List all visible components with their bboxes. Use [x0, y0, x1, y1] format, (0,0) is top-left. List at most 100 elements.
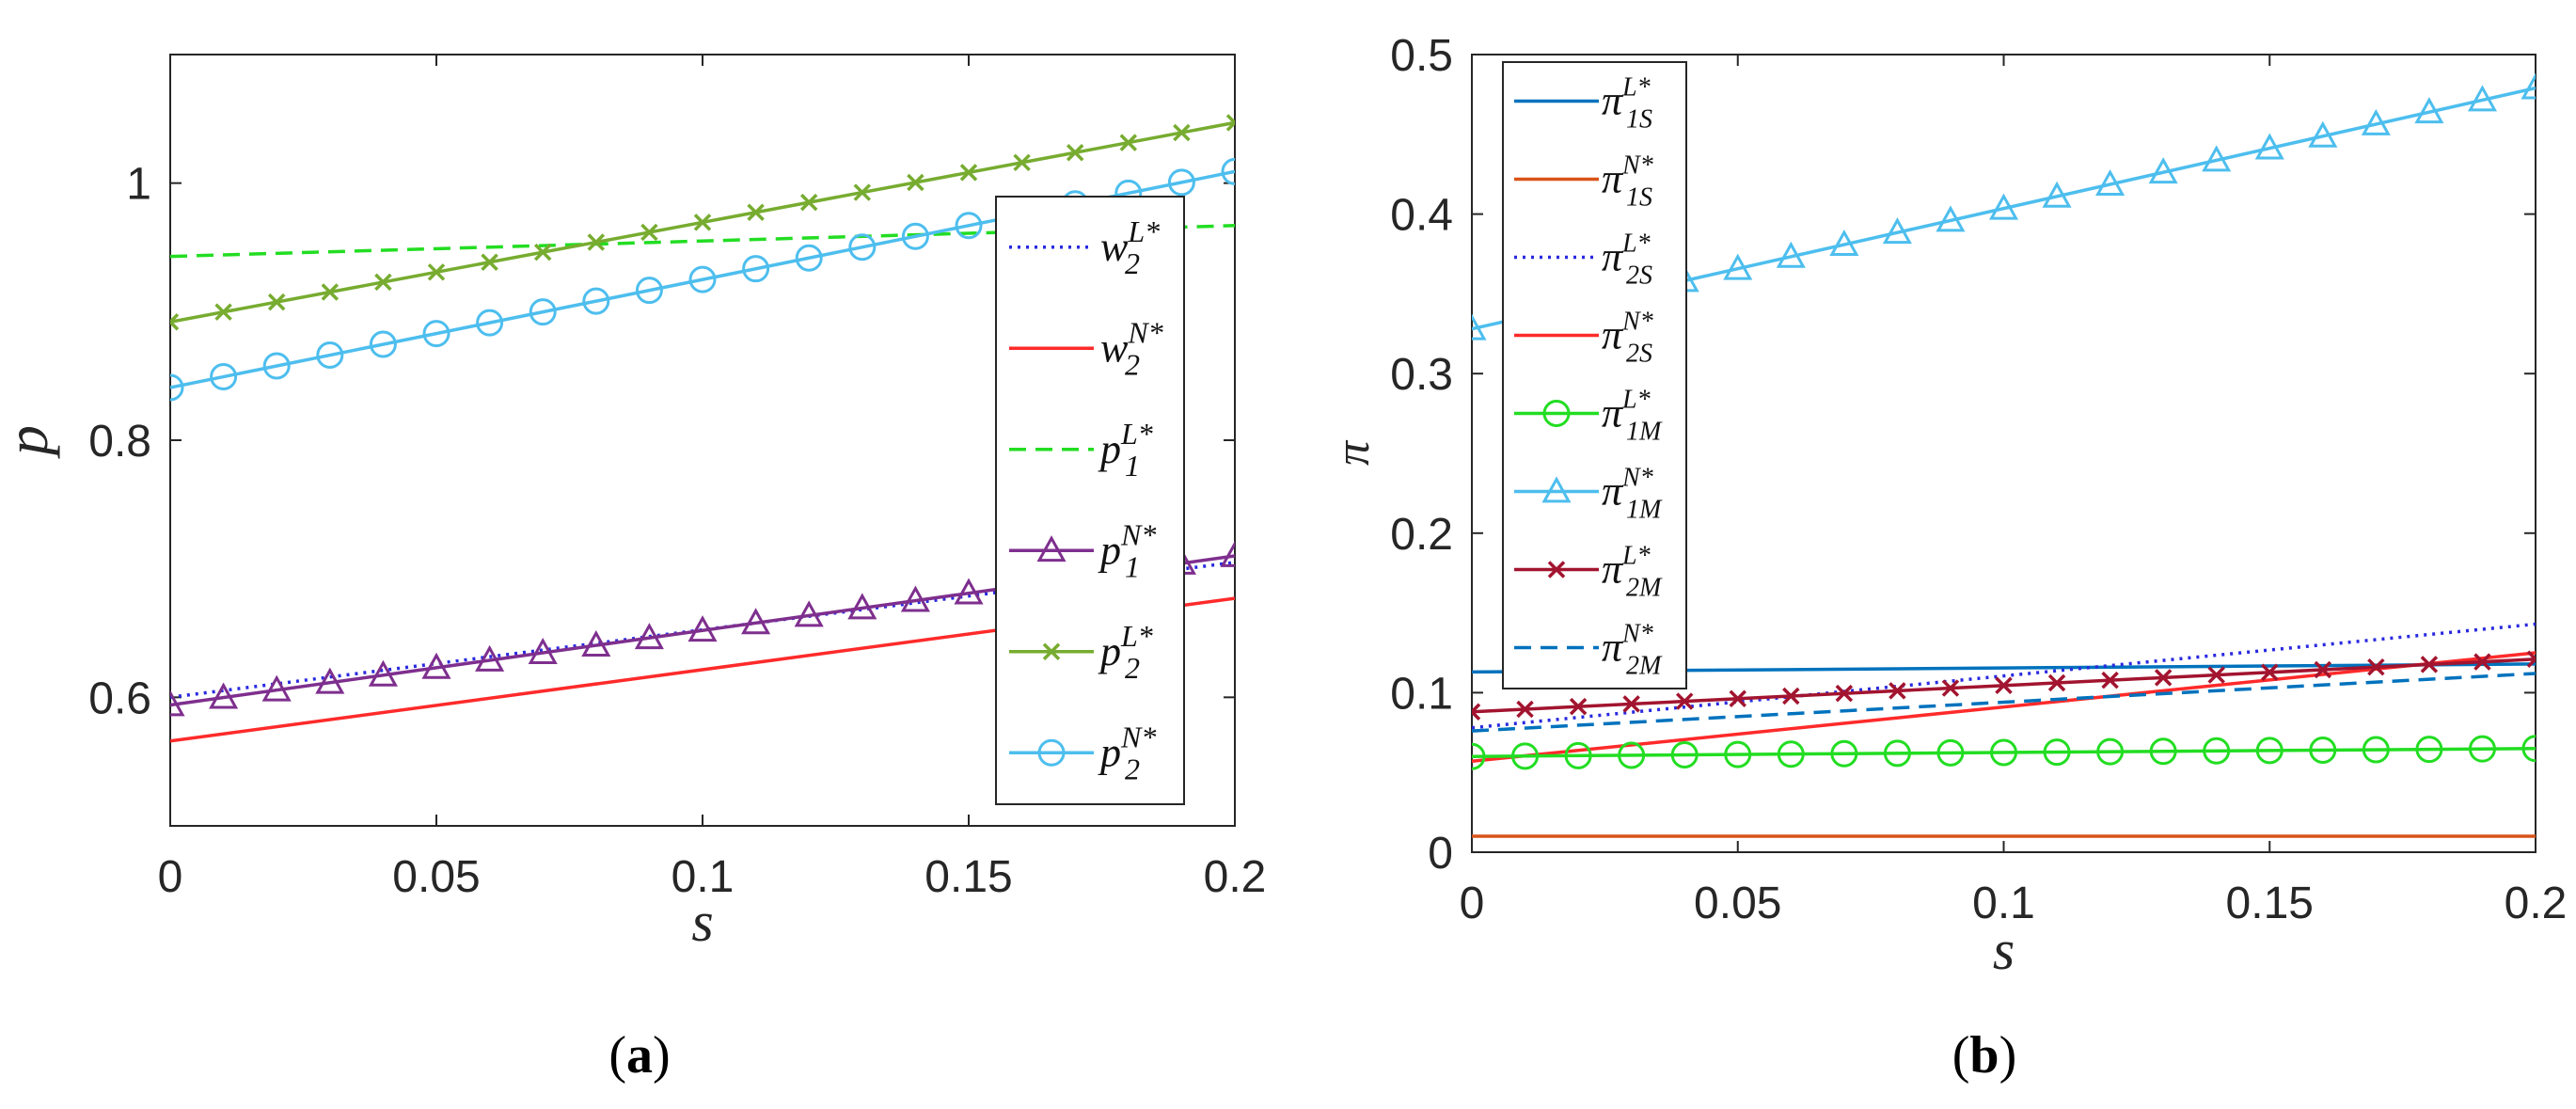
- legend-item-π2ML*: πL* 2M: [1514, 542, 1663, 603]
- marker-π1ML*: [1830, 739, 1858, 768]
- marker-π1MN*: [1472, 313, 1487, 341]
- marker-p2N*: [688, 265, 717, 293]
- marker-π2ML*: [2526, 650, 2536, 669]
- legend-item-w2N*: wN* 2: [1009, 315, 1163, 381]
- marker-p2L*: [481, 253, 498, 271]
- y-tick-label: 0.2: [1390, 510, 1453, 560]
- marker-p1N*: [170, 689, 185, 717]
- marker-π1ML*: [1936, 738, 1965, 767]
- legend-item-π1ML*: πL* 1M: [1514, 386, 1663, 447]
- x-tick-label: 0.05: [1694, 879, 1781, 928]
- x-tick-label: 0.1: [672, 852, 735, 902]
- marker-π1ML*: [1777, 740, 1805, 768]
- y-tick-label: 0.8: [88, 417, 151, 467]
- marker-π1ML*: [2096, 737, 2125, 766]
- marker-p2N*: [316, 341, 344, 370]
- marker-p2L*: [853, 183, 872, 201]
- x-tick-label: 0.1: [1972, 879, 2035, 928]
- marker-π2ML*: [1729, 689, 1746, 707]
- legend-label-p1N*: pN* 1: [1098, 517, 1156, 583]
- marker-π1ML*: [1883, 739, 1911, 768]
- marker-π2ML*: [1622, 695, 1640, 713]
- marker-p1N*: [954, 578, 984, 605]
- legend-box: [995, 196, 1185, 805]
- y-tick-label: 0: [1428, 829, 1453, 879]
- marker-π2ML*: [2261, 663, 2279, 682]
- chart-a: 0 0.05 0.1 0.15 0.2 0.6 0.8 1 s p wL* 2 wN* 2 pL* 1 pN* 1…: [0, 54, 1267, 1085]
- marker-p2L*: [321, 283, 340, 301]
- legend-label-π1ML*: πL* 1M: [1602, 386, 1663, 447]
- marker-p2L*: [1173, 123, 1191, 142]
- marker-p2N*: [262, 352, 291, 380]
- marker-π1MN*: [2467, 85, 2497, 112]
- marker-π1ML*: [2468, 735, 2496, 763]
- marker-p1N*: [368, 659, 398, 687]
- series-line-w2L*: [170, 561, 1235, 700]
- marker-π1MN*: [2042, 181, 2072, 208]
- legend-label-π2MN*: πN* 2M: [1602, 620, 1663, 681]
- x-tick-label: 0.2: [1204, 852, 1267, 902]
- marker-π2ML*: [1782, 687, 1800, 705]
- legend-label-p2N*: pN* 2: [1098, 720, 1156, 785]
- marker-π1ML*: [2203, 737, 2231, 765]
- y-tick-label: 0.4: [1390, 191, 1453, 241]
- x-tick-label: 0.2: [2505, 879, 2568, 928]
- marker-p2L*: [267, 293, 286, 311]
- marker-π2ML*: [1889, 682, 1906, 700]
- legend-label-w2N*: wN* 2: [1100, 315, 1163, 381]
- y-tick-label: 0.1: [1390, 669, 1453, 719]
- marker-p2N*: [1167, 168, 1195, 197]
- marker-p1N*: [528, 637, 558, 664]
- marker-π2ML*: [1995, 676, 2013, 695]
- legend-item-p1L*: pL* 1: [1009, 417, 1153, 483]
- marker-p2N*: [210, 362, 238, 390]
- marker-π2ML*: [1569, 697, 1588, 716]
- legend-item-p2L*: pL* 2: [1009, 619, 1153, 685]
- chart-b: 0 0.05 0.1 0.15 0.2 0 0.1 0.2 0.3 0.4 0.5 s π πL* 1S πN…: [1326, 31, 2567, 1085]
- marker-p1N*: [741, 608, 771, 635]
- marker-π1MN*: [1776, 241, 1806, 268]
- legend: wL* 2 wN* 2 pL* 1 pN* 1 pL* 2 pN* 2: [995, 196, 1185, 805]
- marker-p2N*: [955, 212, 983, 240]
- marker-π2ML*: [2420, 656, 2439, 673]
- marker-π2ML*: [1835, 684, 1854, 703]
- marker-p2L*: [747, 203, 765, 221]
- marker-π1MN*: [2095, 168, 2126, 196]
- marker-p2N*: [742, 255, 770, 283]
- legend-label-π1SN*: πN* 1S: [1602, 151, 1653, 213]
- x-tick-label: 0.15: [925, 852, 1012, 902]
- marker-p2L*: [907, 173, 925, 192]
- marker-π2ML*: [2367, 657, 2385, 676]
- marker-p2N*: [422, 320, 450, 348]
- marker-p2L*: [587, 233, 606, 251]
- y-tick-label: 1: [126, 160, 151, 210]
- x-tick-label: 0: [1460, 879, 1485, 928]
- marker-π1MN*: [2521, 72, 2536, 100]
- marker-p2L*: [214, 303, 232, 321]
- legend-item-π2SN*: πN* 2S: [1514, 308, 1653, 369]
- marker-π1MN*: [2308, 120, 2338, 148]
- marker-p2L*: [1119, 134, 1138, 151]
- marker-p2N*: [1221, 157, 1235, 185]
- legend-label-w2L*: wL* 2: [1100, 214, 1160, 280]
- marker-π1ML*: [1472, 742, 1486, 770]
- legend-item-π1MN*: πN* 1M: [1514, 464, 1663, 525]
- legend-item-π2SL*: πL* 2S: [1514, 230, 1652, 291]
- marker-π1MN*: [1936, 205, 1966, 232]
- caption-a: (a): [608, 1026, 670, 1085]
- marker-p2L*: [1066, 143, 1084, 162]
- legend-marker-π1MN*: [1541, 476, 1572, 503]
- marker-π2ML*: [1941, 679, 1960, 697]
- legend-marker-π1ML*: [1542, 400, 1571, 427]
- marker-π1MN*: [1829, 229, 1859, 256]
- legend-label-π1SL*: πL* 1S: [1602, 73, 1652, 135]
- marker-π1ML*: [1564, 741, 1592, 769]
- legend-box: [1502, 61, 1687, 689]
- marker-π2ML*: [2207, 666, 2225, 684]
- y-tick-label: 0.5: [1390, 31, 1453, 81]
- legend-item-p1N*: pN* 1: [1009, 517, 1156, 583]
- legend-marker-p2N*: [1037, 738, 1066, 767]
- marker-p2N*: [476, 309, 504, 337]
- legend-label-π2SL*: πL* 2S: [1602, 230, 1652, 291]
